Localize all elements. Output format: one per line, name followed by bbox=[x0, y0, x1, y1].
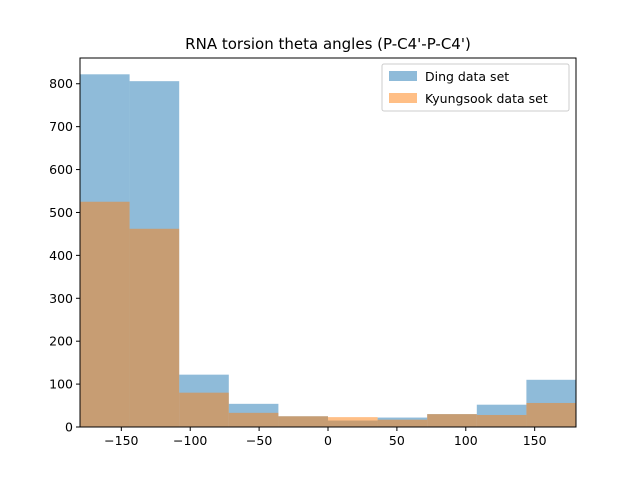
bar-series-1-bin-8 bbox=[476, 414, 527, 427]
chart-title: RNA torsion theta angles (P-C4'-P-C4') bbox=[185, 35, 471, 53]
bar-series-1-bin-5 bbox=[328, 417, 378, 427]
x-tick-label: −50 bbox=[246, 433, 272, 448]
y-tick-label: 400 bbox=[49, 248, 73, 263]
axes-layer: −150 −100 −50 0 50 100 150 0 100 200 300 400 500 600 7… bbox=[49, 57, 577, 448]
x-tick-label: 100 bbox=[454, 433, 478, 448]
bars-layer bbox=[80, 74, 576, 427]
bar-series-1-bin-3 bbox=[228, 412, 279, 427]
bar-series-1-bin-2 bbox=[179, 392, 229, 427]
legend-swatch-0 bbox=[389, 71, 417, 81]
bar-series-1-bin-0 bbox=[80, 201, 130, 427]
y-tick-label: 600 bbox=[49, 162, 73, 177]
legend-label-0: Ding data set bbox=[425, 69, 509, 84]
x-tick-label: 50 bbox=[389, 433, 405, 448]
y-tick-label: 100 bbox=[49, 377, 73, 392]
x-tick-label: 0 bbox=[324, 433, 332, 448]
legend-box bbox=[381, 63, 570, 112]
bar-series-1-bin-1 bbox=[129, 228, 180, 427]
bar-series-1-bin-9 bbox=[526, 402, 576, 427]
legend-swatch-1 bbox=[389, 93, 417, 103]
x-tick-label: −100 bbox=[173, 433, 207, 448]
bar-series-1-bin-4 bbox=[278, 416, 328, 427]
y-tick-label: 0 bbox=[65, 420, 73, 435]
y-tick-label: 800 bbox=[49, 76, 73, 91]
bar-series-1-bin-6 bbox=[377, 419, 428, 427]
x-tick-label: 150 bbox=[523, 433, 547, 448]
legend-label-1: Kyungsook data set bbox=[425, 91, 548, 106]
bar-series-1-bin-7 bbox=[427, 414, 477, 427]
x-tick-label: −150 bbox=[104, 433, 138, 448]
y-tick-label: 700 bbox=[49, 119, 73, 134]
y-tick-label: 500 bbox=[49, 205, 73, 220]
y-tick-label: 300 bbox=[49, 291, 73, 306]
y-tick-label: 200 bbox=[49, 334, 73, 349]
legend: Ding data set Kyungsook data set bbox=[381, 63, 570, 112]
